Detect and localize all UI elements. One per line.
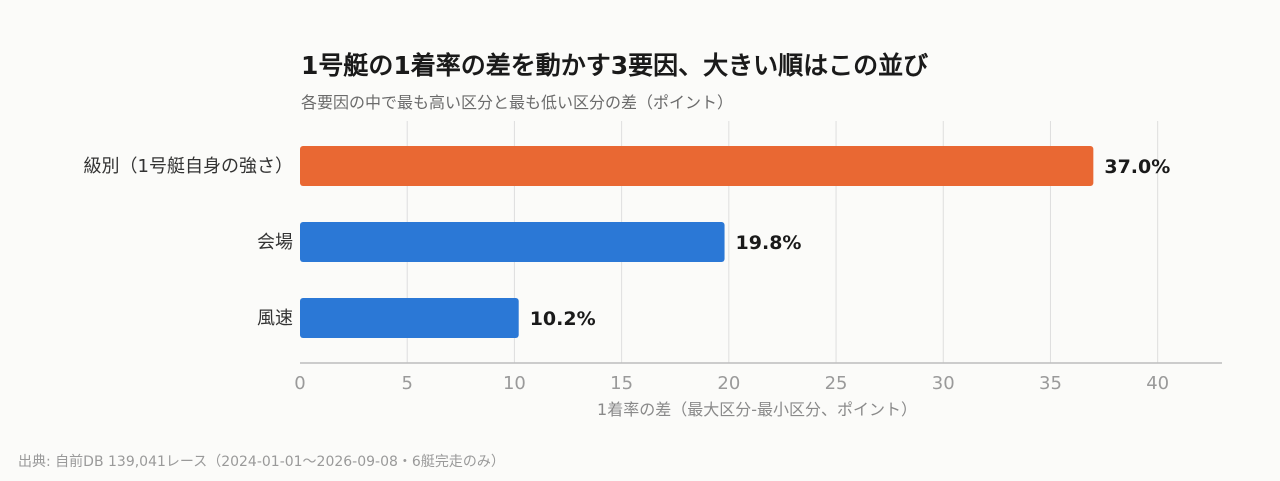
source-note: 出典: 自前DB 139,041レース（2024-01-01〜2026-09-0…	[18, 454, 505, 470]
chart-title: 1号艇の1着率の差を動かす3要因、大きい順はこの並び	[301, 51, 928, 80]
bars	[300, 146, 1094, 338]
x-tick-label: 5	[401, 373, 412, 394]
data-label: 19.8%	[736, 232, 802, 254]
x-tick-label: 15	[610, 373, 633, 394]
bar	[300, 298, 519, 338]
bar	[300, 222, 725, 262]
category-label: 級別（1号艇自身の強さ）	[84, 156, 293, 177]
x-tick-label: 10	[503, 373, 526, 394]
category-label: 会場	[257, 232, 293, 253]
x-tick-label: 30	[932, 373, 955, 394]
bar	[300, 146, 1094, 186]
x-tick-label: 0	[294, 373, 305, 394]
chart-subtitle: 各要因の中で最も高い区分と最も低い区分の差（ポイント）	[301, 93, 733, 112]
x-tick-label: 25	[825, 373, 848, 394]
x-tick-label: 20	[717, 373, 740, 394]
data-labels: 37.0% 19.8% 10.2%	[530, 156, 1171, 330]
data-label: 37.0%	[1104, 156, 1170, 178]
category-label: 風速	[257, 308, 293, 329]
x-tick-label: 40	[1146, 373, 1169, 394]
x-axis-label: 1着率の差（最大区分-最小区分、ポイント）	[597, 400, 917, 419]
data-label: 10.2%	[530, 308, 596, 330]
x-tick-label: 35	[1039, 373, 1062, 394]
x-tick-labels: 0 5 10 15 20 25 30 35 40	[294, 373, 1169, 394]
